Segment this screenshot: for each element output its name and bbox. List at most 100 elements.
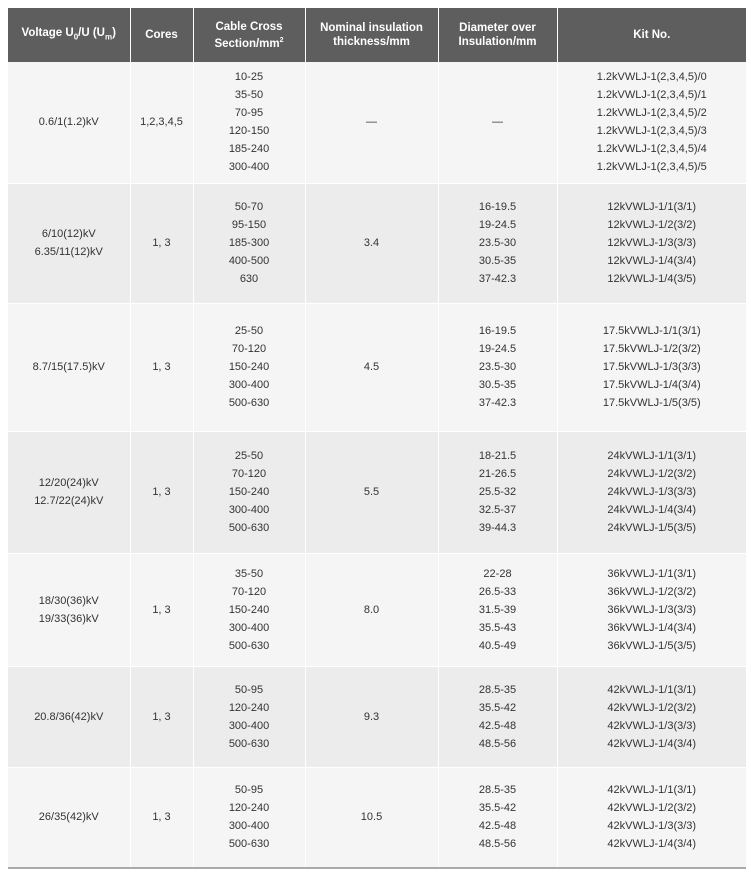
insulation-cell: 8.0	[305, 553, 439, 667]
kit-no-cell: 12kVWLJ-1/1(3/1) 12kVWLJ-1/2(3/2) 12kVWLJ-…	[557, 183, 746, 304]
cross-section: 25-50	[234, 325, 264, 337]
cable-kit-table: Voltage U0/U (Um) Cores Cable Cross Secti…	[8, 8, 746, 869]
header-row: Voltage U0/U (Um) Cores Cable Cross Secti…	[8, 8, 746, 62]
kit-no: 42kVWLJ-1/1(3/1)	[607, 683, 697, 696]
header-cross-section-line1: Cable Cross	[215, 20, 283, 33]
diameter: 16-19.5	[478, 201, 517, 213]
kit-no: 42kVWLJ-1/4(3/4)	[607, 838, 697, 851]
header-diameter-line2: Insulation/mm	[458, 36, 537, 48]
diameter: 39-44.3	[478, 522, 517, 534]
cross-section: 185-300	[228, 237, 270, 249]
cross-section: 630	[239, 273, 259, 285]
header-cross-section-sup: 2	[279, 36, 284, 44]
kit-no: 17.5kVWLJ-1/5(3/5)	[602, 397, 701, 409]
kit-no: 42kVWLJ-1/2(3/2)	[607, 802, 697, 815]
cross-section: 150-240	[228, 361, 270, 373]
kit-no: 36kVWLJ-1/4(3/4)	[607, 621, 697, 634]
kit-no: 12kVWLJ-1/4(3/5)	[607, 273, 697, 285]
kit-no: 1.2kVWLJ-1(2,3,4,5)/4	[596, 143, 707, 156]
kit-no: 42kVWLJ-1/3(3/3)	[607, 719, 697, 732]
header-voltage-subm: m	[105, 32, 113, 42]
cross-section: 300-400	[228, 719, 270, 732]
cross-section: 50-95	[234, 683, 264, 696]
insulation-cell: —	[305, 62, 439, 184]
cross-section: 35-50	[234, 567, 264, 580]
kit-no: 42kVWLJ-1/2(3/2)	[607, 701, 697, 714]
cross-section: 95-150	[231, 219, 267, 231]
cross-section: 50-95	[234, 784, 264, 797]
diameter: 42.5-48	[478, 820, 517, 833]
cross-section: 500-630	[228, 737, 270, 750]
cross-section: 120-240	[228, 701, 270, 714]
diameter: 19-24.5	[478, 219, 517, 231]
diameter: 42.5-48	[478, 719, 517, 732]
table-row: 6/10(12)kV 6.35/11(12)kV 1, 3 50-70 95-150 18…	[8, 183, 746, 304]
cross-section: 150-240	[228, 603, 270, 616]
header-voltage: Voltage U0/U (Um)	[8, 8, 131, 62]
insulation-cell: 3.4	[305, 183, 439, 304]
cross-section: 70-95	[234, 107, 264, 120]
header-insulation-line2: thickness/mm	[333, 36, 410, 48]
cross-section: 10-25	[234, 71, 264, 84]
kit-no-cell: 42kVWLJ-1/1(3/1) 42kVWLJ-1/2(3/2) 42kVWLJ-…	[557, 767, 746, 869]
diameter: 28.5-35	[478, 784, 517, 797]
diameter: 37-42.3	[478, 397, 517, 409]
voltage-cell: 26/35(42)kV	[8, 767, 131, 869]
kit-no: 17.5kVWLJ-1/3(3/3)	[602, 361, 701, 373]
voltage: 19/33(36)kV	[38, 612, 99, 625]
kit-no: 36kVWLJ-1/2(3/2)	[607, 585, 697, 598]
kit-no: 36kVWLJ-1/5(3/5)	[607, 639, 697, 652]
header-kit-no: Kit No.	[557, 8, 746, 62]
diameter: 19-24.5	[478, 343, 517, 355]
kit-no-cell: 1.2kVWLJ-1(2,3,4,5)/0 1.2kVWLJ-1(2,3,4,5)…	[557, 62, 746, 184]
header-insulation: Nominal insulation thickness/mm	[305, 8, 439, 62]
insulation-cell: 10.5	[305, 767, 439, 869]
kit-no: 36kVWLJ-1/3(3/3)	[607, 603, 697, 616]
cores-cell: 1, 3	[130, 666, 194, 768]
voltage-cell: 8.7/15(17.5)kV	[8, 303, 131, 432]
cross-section: 25-50	[234, 450, 264, 462]
cross-section: 400-500	[228, 255, 270, 267]
voltage: 26/35(42)kV	[38, 811, 99, 824]
diameter: 23.5-30	[478, 237, 517, 249]
table-row: 8.7/15(17.5)kV 1, 3 25-50 70-120 150-240 300-…	[8, 303, 746, 432]
voltage-cell: 12/20(24)kV 12.7/22(24)kV	[8, 431, 131, 554]
table-row: 26/35(42)kV 1, 3 50-95 120-240 300-400 500-63…	[8, 767, 746, 869]
header-diameter: Diameter over Insulation/mm	[438, 8, 558, 62]
kit-no: 1.2kVWLJ-1(2,3,4,5)/1	[596, 89, 707, 102]
cores-cell: 1, 3	[130, 183, 194, 304]
cross-section: 300-400	[228, 820, 270, 833]
voltage-cell: 6/10(12)kV 6.35/11(12)kV	[8, 183, 131, 304]
kit-no-cell: 17.5kVWLJ-1/1(3/1) 17.5kVWLJ-1/2(3/2) 17.5…	[557, 303, 746, 432]
cores-cell: 1,2,3,4,5	[130, 62, 194, 184]
kit-no: 42kVWLJ-1/3(3/3)	[607, 820, 697, 833]
voltage: 18/30(36)kV	[38, 594, 99, 607]
diameter: 37-42.3	[478, 273, 517, 285]
cross-section: 50-70	[234, 201, 264, 213]
cores-cell: 1, 3	[130, 553, 194, 667]
cross-section-cell: 25-50 70-120 150-240 300-400 500-630	[193, 431, 306, 554]
kit-no: 17.5kVWLJ-1/1(3/1)	[602, 325, 701, 337]
diameter-cell: 22-28 26.5-33 31.5-39 35.5-43 40.5-49	[438, 553, 558, 667]
diameter: 31.5-39	[478, 603, 517, 616]
cross-section: 500-630	[228, 397, 270, 409]
voltage-cell: 20.8/36(42)kV	[8, 666, 131, 768]
cross-section-cell: 25-50 70-120 150-240 300-400 500-630	[193, 303, 306, 432]
table-row: 20.8/36(42)kV 1, 3 50-95 120-240 300-400 500-…	[8, 666, 746, 768]
header-cross-section: Cable Cross Section/mm2	[193, 8, 306, 62]
voltage: 20.8/36(42)kV	[34, 710, 104, 723]
cross-section-cell: 10-25 35-50 70-95 120-150 185-240 300-400	[193, 62, 306, 184]
kit-no: 1.2kVWLJ-1(2,3,4,5)/0	[596, 71, 707, 84]
diameter: 28.5-35	[478, 683, 517, 696]
diameter-cell: 16-19.5 19-24.5 23.5-30 30.5-35 37-42.3	[438, 183, 558, 304]
kit-no: 12kVWLJ-1/1(3/1)	[607, 201, 697, 213]
cores-cell: 1, 3	[130, 303, 194, 432]
voltage: 8.7/15(17.5)kV	[32, 361, 105, 373]
cross-section: 120-150	[228, 125, 270, 138]
diameter: 22-28	[483, 567, 512, 580]
diameter: 18-21.5	[478, 450, 517, 462]
diameter: 35.5-43	[478, 621, 517, 634]
diameter: 30.5-35	[478, 255, 517, 267]
kit-no: 24kVWLJ-1/1(3/1)	[607, 450, 697, 462]
kit-no: 17.5kVWLJ-1/4(3/4)	[602, 379, 701, 391]
